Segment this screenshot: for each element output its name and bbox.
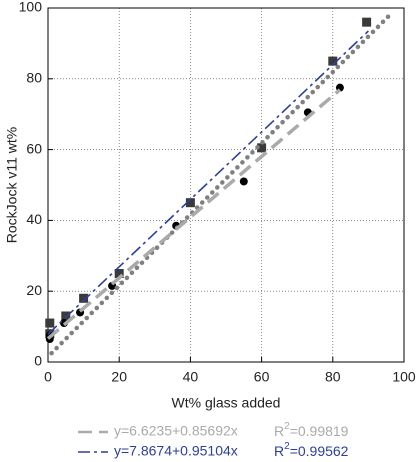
square-point <box>257 143 267 153</box>
legend-label: y=6.6235+0.85692x <box>114 423 238 439</box>
stat-sup: 2 <box>284 421 290 432</box>
stat-base: R <box>274 423 284 439</box>
square-point <box>185 198 195 208</box>
y-tick-label: 0 <box>34 353 42 369</box>
stat-sup: 2 <box>284 441 290 452</box>
y-axis-label: RockJock v11 wt% <box>4 127 20 243</box>
stat-base: R <box>274 443 284 459</box>
stat-value: =0.99562 <box>290 443 349 459</box>
square-point <box>61 311 71 321</box>
y-tick-label: 20 <box>26 282 42 298</box>
x-tick-label: 80 <box>325 369 341 385</box>
square-point <box>45 318 55 328</box>
x-tick-label: 20 <box>111 369 127 385</box>
fit-line <box>47 30 369 335</box>
square-point <box>362 17 372 27</box>
y-tick-label: 60 <box>26 140 42 156</box>
y-tick-label: 100 <box>19 0 43 15</box>
x-tick-label: 40 <box>183 369 199 385</box>
x-tick-label: 0 <box>44 369 52 385</box>
legend-label: y=7.8674+0.95104x <box>114 443 238 459</box>
stat-value: =0.99819 <box>290 423 349 439</box>
y-tick-label: 80 <box>26 70 42 86</box>
x-tick-label: 100 <box>392 369 416 385</box>
plot-frame <box>47 7 405 363</box>
legend-stat: R2=0.99819 <box>274 421 349 439</box>
fit-line <box>46 88 342 340</box>
fit-line <box>49 12 393 356</box>
legend-stat: R2=0.99562 <box>274 441 349 459</box>
x-tick-label: 60 <box>254 369 270 385</box>
square-point <box>114 269 124 278</box>
square-point <box>328 56 338 66</box>
x-axis-label: Wt% glass added <box>172 395 281 411</box>
circle-point <box>239 177 248 186</box>
square-point <box>79 293 89 303</box>
y-tick-label: 40 <box>26 211 42 227</box>
